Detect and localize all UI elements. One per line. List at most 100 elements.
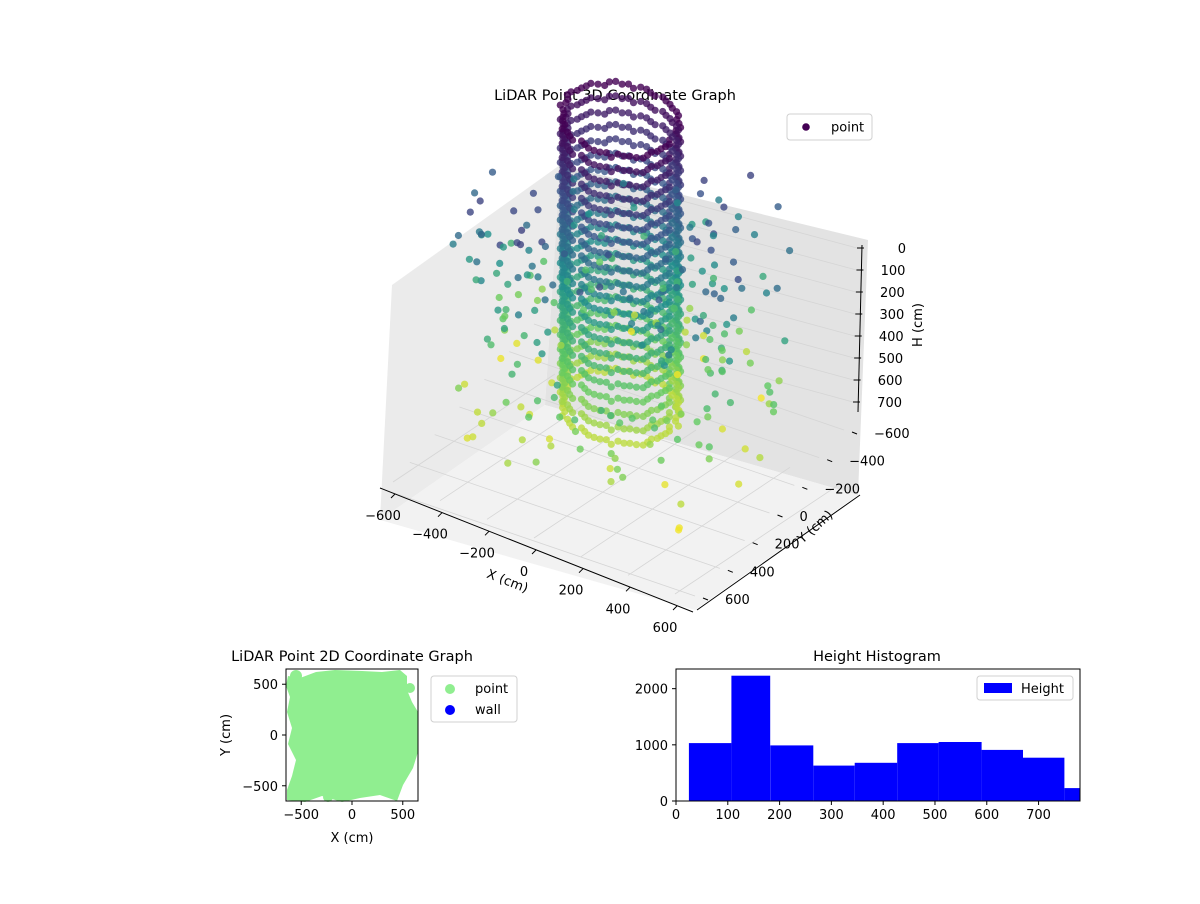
lidar-point	[607, 412, 615, 420]
y-tick	[727, 569, 734, 573]
lidar-point	[614, 222, 622, 230]
lidar-point	[709, 232, 718, 240]
lidar-point	[705, 219, 713, 227]
lidar-point	[686, 304, 694, 312]
lidar-point	[523, 271, 531, 279]
lidar-point	[632, 283, 641, 291]
x-tick-label: 300	[819, 808, 844, 823]
y-tick	[802, 486, 808, 490]
lidar-point	[628, 320, 636, 328]
lidar-point	[720, 285, 728, 293]
lidar-point	[541, 296, 549, 304]
h-gridline	[559, 277, 855, 359]
lidar-point	[601, 110, 609, 118]
legend-marker-wall	[445, 705, 455, 715]
lidar-point	[558, 311, 566, 320]
lidar-point	[614, 179, 622, 187]
lidar-point	[637, 126, 645, 134]
lidar-point	[695, 441, 703, 449]
lidar-point	[558, 182, 566, 190]
lidar-point	[643, 143, 651, 151]
lidar-point	[632, 354, 641, 363]
x-gridline	[674, 485, 838, 595]
lidar-point	[454, 231, 462, 240]
lidar-point	[699, 311, 708, 320]
lidar-point	[569, 136, 577, 144]
lidar-point	[618, 95, 626, 103]
lidar-point	[607, 268, 615, 276]
lidar-point	[661, 481, 669, 489]
lidar-point	[534, 206, 542, 214]
lidar-point	[629, 84, 638, 92]
lidar-point	[663, 417, 671, 425]
lidar-point	[659, 284, 667, 292]
lidar-point	[534, 356, 542, 364]
histogram-bar	[897, 743, 939, 801]
lidar-point	[558, 139, 566, 147]
h-tick-label: 400	[879, 330, 904, 345]
lidar-point	[551, 326, 559, 334]
lidar-point	[573, 244, 581, 252]
histogram-bar	[1023, 757, 1065, 801]
lidar-point	[614, 265, 622, 273]
lidar-point	[558, 197, 566, 205]
lidar-point	[494, 306, 502, 314]
histogram-bar	[813, 765, 855, 801]
lidar-point	[614, 236, 622, 244]
x-gridline	[580, 448, 744, 557]
lidar-point	[711, 390, 719, 398]
chart-2d-y-label: Y (cm)	[219, 714, 234, 757]
lidar-point	[647, 292, 656, 300]
lidar-point	[590, 419, 598, 427]
lidar-point	[630, 311, 639, 319]
lidar-point	[647, 249, 656, 257]
lidar-point	[632, 397, 641, 406]
lidar-point	[558, 354, 566, 363]
lidar-point	[501, 312, 509, 320]
histogram-ticks: 0 100 200 300 400 500 600 700 0 1000 2000	[635, 683, 1051, 823]
histogram-title: Height Histogram	[813, 649, 941, 665]
lidar-point	[547, 442, 555, 450]
y-tick-label: 500	[253, 678, 278, 693]
lidar-point	[659, 93, 667, 101]
lidar-point	[620, 425, 628, 433]
lidar-point	[677, 500, 685, 508]
lidar-point	[584, 158, 593, 167]
legend-marker-point	[445, 684, 455, 694]
lidar-point	[614, 322, 622, 330]
lidar-point	[496, 259, 504, 267]
lidar-point	[596, 306, 604, 314]
lidar-point	[602, 321, 610, 329]
lidar-point	[558, 268, 566, 276]
lidar-point	[502, 398, 510, 406]
lidar-point	[478, 419, 486, 427]
lidar-point	[550, 393, 558, 402]
lidar-point	[626, 267, 634, 275]
lidar-point	[618, 80, 626, 88]
lidar-point	[750, 231, 759, 239]
x-tick-label: −600	[365, 509, 401, 524]
chart-3d-h-label: H (cm)	[911, 303, 926, 347]
lidar-point	[607, 397, 615, 405]
lidar-point	[602, 307, 610, 315]
lidar-point	[646, 440, 654, 448]
lidar-point	[626, 382, 634, 390]
lidar-point	[632, 197, 641, 205]
lidar-point	[607, 297, 615, 305]
lidar-point	[602, 163, 610, 171]
lidar-point	[569, 150, 577, 158]
lidar-point	[549, 281, 557, 289]
lidar-point	[702, 355, 710, 364]
lidar-point	[513, 360, 522, 368]
lidar-point	[569, 265, 577, 273]
lidar-point	[616, 419, 624, 427]
lidar-point	[659, 380, 667, 388]
lidar-point	[626, 195, 634, 203]
lidar-point	[590, 161, 598, 169]
x-tick-label: 100	[715, 808, 740, 823]
lidar-point	[643, 128, 651, 136]
lidar-point	[632, 297, 641, 305]
lidar-point	[607, 369, 615, 377]
point-cluster	[313, 673, 323, 683]
histogram-legend: Height	[976, 675, 1074, 701]
